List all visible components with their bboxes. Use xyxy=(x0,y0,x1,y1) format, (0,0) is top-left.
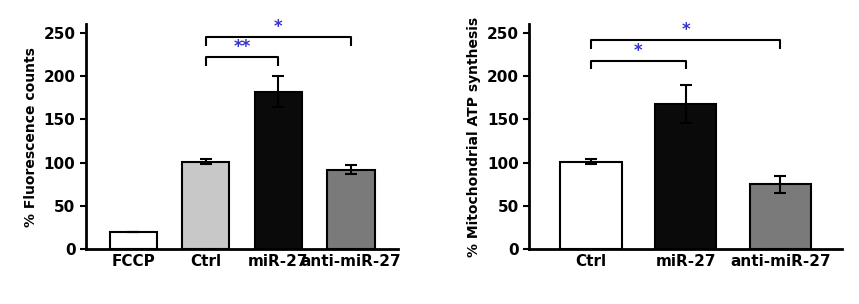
Bar xyxy=(182,162,229,249)
Text: *: * xyxy=(274,19,283,36)
Bar xyxy=(750,185,811,249)
Bar xyxy=(327,170,375,249)
Text: *: * xyxy=(634,42,643,60)
Bar xyxy=(109,232,156,249)
Text: **: ** xyxy=(234,38,251,56)
Bar xyxy=(560,162,622,249)
Bar xyxy=(655,104,716,249)
Text: *: * xyxy=(681,21,690,39)
Y-axis label: % Mitochondrial ATP synthesis: % Mitochondrial ATP synthesis xyxy=(467,17,482,257)
Bar xyxy=(255,92,302,249)
Y-axis label: % Fluorescence counts: % Fluorescence counts xyxy=(24,47,38,227)
